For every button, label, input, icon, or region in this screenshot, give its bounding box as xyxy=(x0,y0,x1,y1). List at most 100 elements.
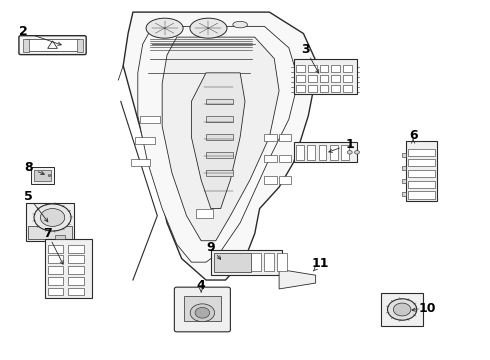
Circle shape xyxy=(195,307,210,318)
Circle shape xyxy=(40,208,65,226)
Bar xyxy=(130,158,150,166)
Bar xyxy=(206,152,233,158)
Bar xyxy=(330,145,338,159)
Circle shape xyxy=(48,175,51,177)
Ellipse shape xyxy=(190,18,227,38)
Circle shape xyxy=(355,150,360,154)
Circle shape xyxy=(34,204,71,231)
Bar xyxy=(331,85,340,92)
Bar xyxy=(30,167,54,184)
Bar xyxy=(28,226,72,239)
Polygon shape xyxy=(138,26,298,262)
Bar xyxy=(33,170,51,181)
Bar xyxy=(48,266,63,274)
Bar xyxy=(408,181,435,188)
Bar xyxy=(343,64,352,72)
Circle shape xyxy=(190,304,215,322)
Bar xyxy=(381,293,423,327)
Bar xyxy=(135,137,155,144)
Bar xyxy=(402,153,406,157)
Ellipse shape xyxy=(146,18,183,38)
Bar xyxy=(277,253,287,271)
Bar xyxy=(68,288,84,296)
Polygon shape xyxy=(192,73,245,208)
Bar xyxy=(206,134,233,140)
Text: 6: 6 xyxy=(409,129,417,142)
Text: 3: 3 xyxy=(301,43,310,56)
Bar xyxy=(265,176,277,184)
Bar xyxy=(319,75,328,82)
Circle shape xyxy=(393,303,411,316)
Bar xyxy=(308,64,317,72)
Bar xyxy=(206,170,233,176)
Polygon shape xyxy=(279,269,316,289)
Bar xyxy=(307,145,315,159)
Bar xyxy=(296,85,305,92)
Text: 2: 2 xyxy=(19,25,28,38)
Bar xyxy=(279,155,291,162)
Bar xyxy=(296,64,305,72)
Bar xyxy=(265,134,277,141)
Bar xyxy=(26,39,79,51)
Bar xyxy=(68,266,84,274)
Bar xyxy=(77,39,83,52)
Bar xyxy=(343,85,352,92)
Bar xyxy=(308,75,317,82)
Text: 7: 7 xyxy=(43,227,52,240)
Bar xyxy=(408,149,435,156)
Bar xyxy=(408,170,435,177)
Bar xyxy=(341,145,349,159)
Bar xyxy=(402,179,406,183)
Bar xyxy=(296,75,305,82)
Bar xyxy=(408,159,435,166)
Bar xyxy=(48,277,63,285)
FancyBboxPatch shape xyxy=(174,287,230,332)
Text: 9: 9 xyxy=(207,241,215,255)
Text: 10: 10 xyxy=(419,302,437,315)
Bar xyxy=(48,255,63,263)
Bar xyxy=(402,166,406,170)
Text: 11: 11 xyxy=(312,257,329,270)
Bar xyxy=(279,134,291,141)
Polygon shape xyxy=(123,12,318,280)
Bar xyxy=(279,176,291,184)
Polygon shape xyxy=(162,37,279,241)
Bar xyxy=(331,64,340,72)
Bar xyxy=(211,249,282,275)
Bar xyxy=(26,203,74,241)
Bar xyxy=(308,85,317,92)
Bar xyxy=(264,253,274,271)
Text: 1: 1 xyxy=(345,138,354,151)
Circle shape xyxy=(388,299,417,320)
Text: 8: 8 xyxy=(24,161,32,174)
Bar xyxy=(296,145,304,159)
Bar xyxy=(402,192,406,196)
Text: 4: 4 xyxy=(197,279,205,292)
Text: 5: 5 xyxy=(24,190,32,203)
Bar xyxy=(294,143,357,162)
Bar xyxy=(48,288,63,296)
Bar xyxy=(251,253,261,271)
Bar xyxy=(294,59,357,94)
Bar xyxy=(331,75,340,82)
Circle shape xyxy=(347,150,352,154)
Bar xyxy=(319,64,328,72)
Bar xyxy=(24,39,29,52)
Bar xyxy=(48,245,63,252)
Ellipse shape xyxy=(233,21,247,28)
Bar xyxy=(140,116,160,123)
Bar xyxy=(408,192,435,199)
Bar xyxy=(406,141,438,202)
Bar xyxy=(45,239,92,298)
Bar xyxy=(319,85,328,92)
Bar xyxy=(206,116,233,122)
Bar xyxy=(68,255,84,263)
FancyBboxPatch shape xyxy=(19,36,86,55)
Bar xyxy=(318,145,326,159)
Bar xyxy=(265,155,277,162)
Bar xyxy=(68,245,84,252)
Bar xyxy=(196,208,213,217)
Bar xyxy=(68,277,84,285)
Bar xyxy=(214,252,251,272)
Bar xyxy=(206,99,233,104)
